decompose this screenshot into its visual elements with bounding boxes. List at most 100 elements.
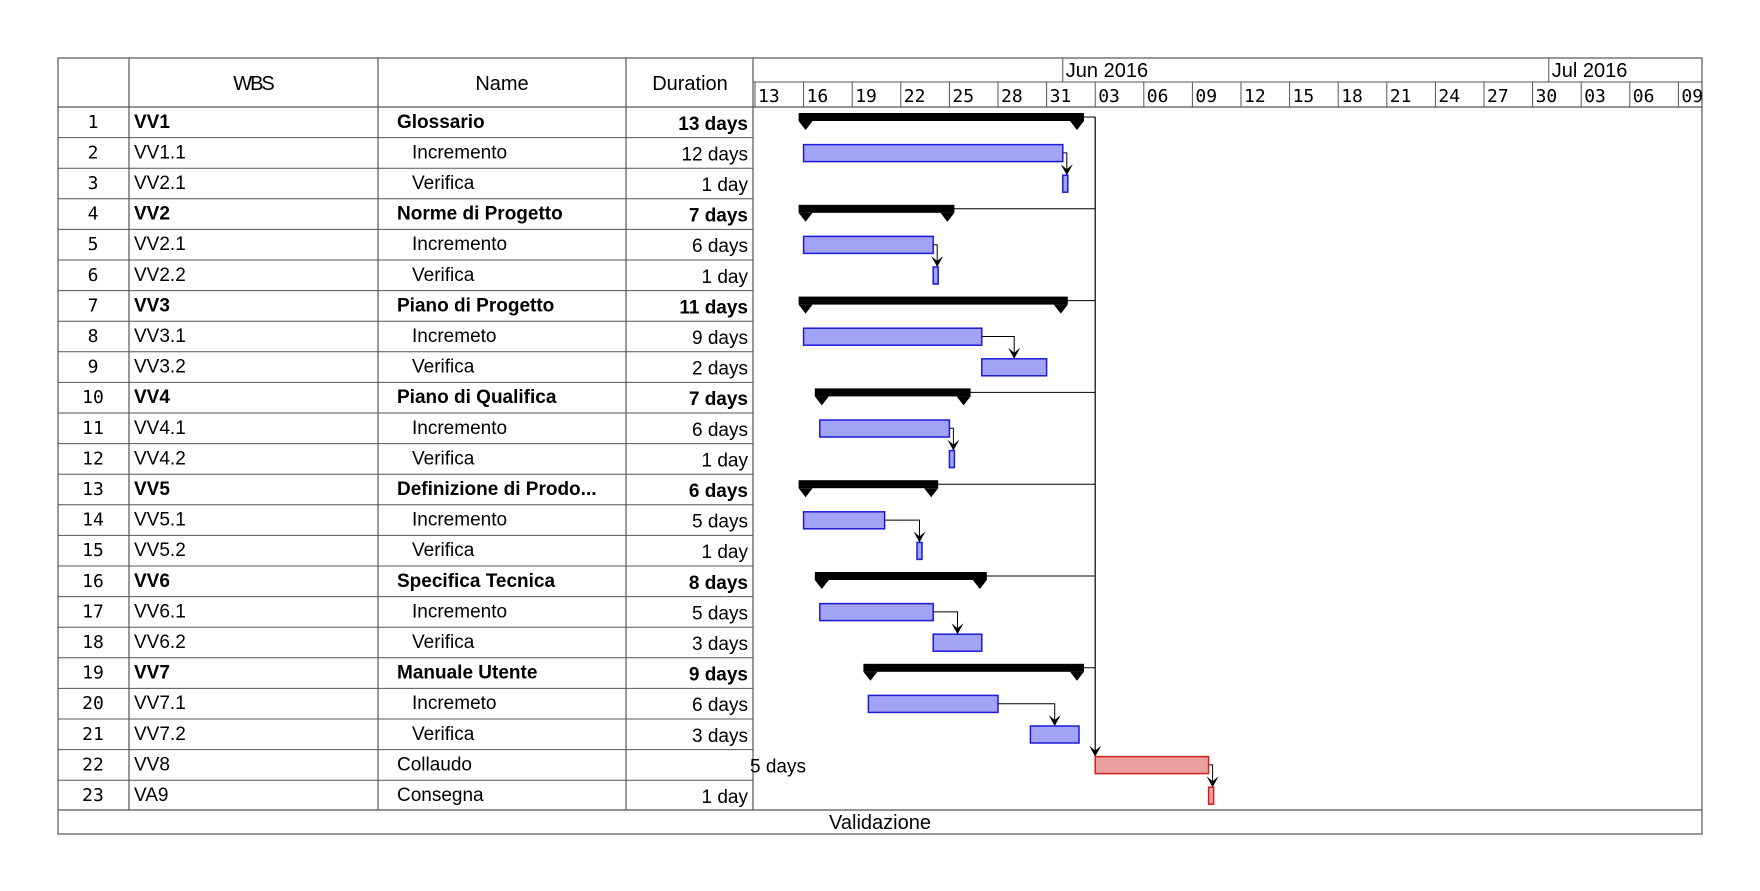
dependency-link [933,244,938,267]
task-bars [798,113,1215,805]
link-arrowhead [1048,715,1061,726]
row-duration: 2 days [692,359,748,380]
row-wbs: VV6 [134,571,170,592]
row-name: Incremento [412,142,507,163]
row-wbs: VV3.1 [134,326,186,347]
row-wbs: VV7.1 [134,693,186,714]
row-name: Norme di Progetto [397,204,563,225]
row-duration: 8 days [689,573,748,594]
row-wbs: VA9 [134,785,169,806]
row-wbs: VV7 [134,663,170,684]
dependency-link [1062,152,1068,176]
task-bar [802,235,934,255]
summary-cap-left [814,396,829,406]
day-label: 12 [1244,86,1266,107]
task-bar [802,143,1064,163]
timescale: Jun 2016 Jul 2016 13 16 19 22 25 28 31 03 06 09 12 15… [753,58,1703,107]
row-wbs: VV1 [134,112,170,133]
day-label: 30 [1536,86,1558,107]
row-duration: 5 days [750,756,806,777]
row-duration: 6 days [692,695,748,716]
summary-bar [863,663,1084,672]
summary-cap-right [1070,121,1084,130]
row-name: Verifica [412,173,475,194]
row-name: Verifica [412,632,475,653]
link-arrowhead [1089,745,1102,757]
row-duration: 6 days [689,481,748,502]
row-wbs: VV6.2 [134,632,186,653]
link-arrowhead [1206,776,1219,788]
dependency-links [884,116,1219,788]
day-label: 21 [1390,86,1412,107]
row-wbs: VV2.2 [134,265,186,286]
summary-cap-left [798,488,813,498]
row-duration: 3 days [692,634,748,655]
day-label: 06 [1147,86,1169,107]
row-duration: 5 days [692,512,748,533]
day-label: 03 [1584,86,1606,107]
day-label: 16 [807,86,829,107]
header-duration: Duration [652,73,728,95]
row-id: 23 [82,785,104,806]
row-name: Manuale Utente [397,663,537,684]
row-wbs: VV5.1 [134,510,186,531]
summary-bar [798,113,1084,121]
dependency-link [981,336,1015,359]
summary-cap-right [940,212,955,222]
header-name: Name [475,73,528,95]
row-id: 7 [88,295,99,316]
row-name: Definizione di Prodo... [397,479,597,500]
dependency-link [949,427,954,451]
row-id: 8 [88,326,99,347]
day-label: 25 [952,86,974,107]
summary-cap-right [1070,671,1084,681]
row-id: 22 [82,754,104,775]
dependency-link [998,703,1056,726]
row-id: 1 [88,112,99,133]
summary-bar [798,480,939,489]
day-label: 15 [1293,86,1315,107]
day-label: 13 [758,86,780,107]
row-id: 21 [82,724,104,745]
row-wbs: VV6.1 [134,601,186,622]
summary-cap-right [1053,304,1068,314]
row-duration: 7 days [689,206,748,227]
row-duration: 1 day [702,542,749,563]
row-name: Incremeto [412,693,496,714]
row-id: 13 [82,479,104,500]
row-wbs: VV3 [134,295,170,316]
summary-bar [798,204,955,213]
link-arrowhead [947,439,960,451]
day-label: 09 [1681,86,1703,107]
row-name: Verifica [412,448,475,469]
row-name: Incremento [412,601,507,622]
row-id: 20 [82,693,104,714]
row-id: 10 [82,387,104,408]
day-label: 09 [1195,86,1217,107]
row-id: 5 [88,234,99,255]
row-name: Verifica [412,724,475,745]
dependency-link [933,611,958,635]
row-duration: 12 days [681,144,748,165]
day-label: 06 [1633,86,1655,107]
row-wbs: VV2.1 [134,173,186,194]
row-duration: 1 day [702,787,749,808]
link-arrowhead [1060,164,1073,176]
row-name: Verifica [412,357,475,378]
row-wbs: VV8 [134,754,170,775]
row-duration: 1 day [702,450,749,471]
row-name: Incremento [412,418,507,439]
row-wbs: VV5.2 [134,540,186,561]
row-name: Incremento [412,234,507,255]
task-bar [932,266,939,285]
row-id: 14 [82,510,104,531]
row-name: Glossario [397,112,485,133]
row-id: 19 [82,663,104,684]
row-wbs: VV5 [134,479,170,500]
dependency-link [884,519,920,543]
summary-cap-right [956,396,971,406]
row-duration: 9 days [689,665,748,686]
row-id: 18 [82,632,104,653]
row-duration: 1 day [702,267,749,288]
